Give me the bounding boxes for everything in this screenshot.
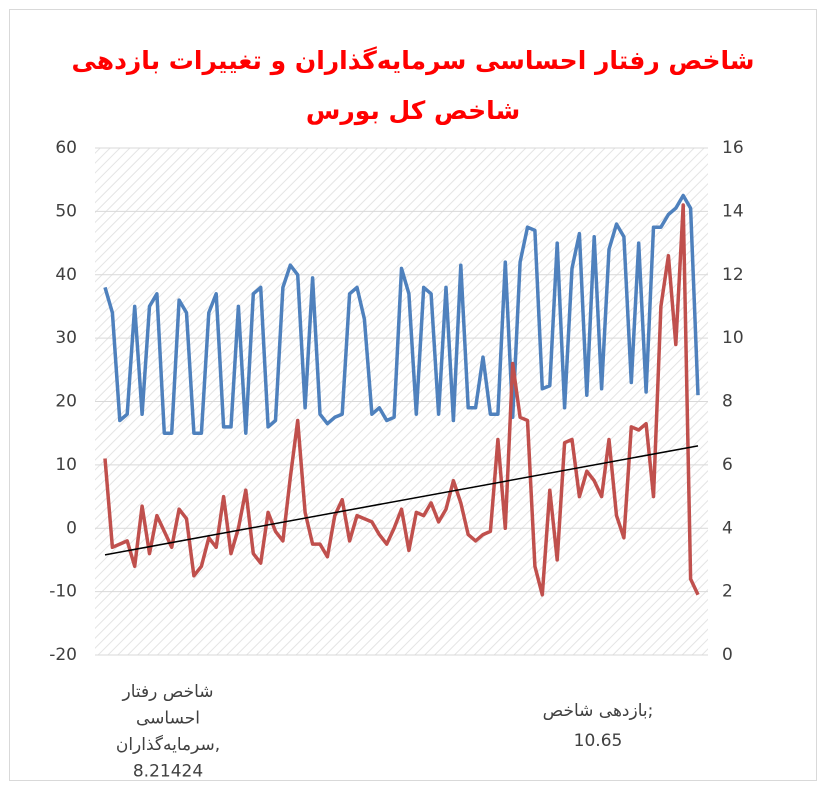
y2-tick-label: 10 xyxy=(722,328,744,348)
annotation: بازدهی شاخص; xyxy=(543,701,654,721)
trend-line xyxy=(104,445,699,556)
y2-tick-label: 0 xyxy=(722,645,733,665)
y-tick-label: 40 xyxy=(55,265,77,285)
annotation: سرمایه‌گذاران, xyxy=(116,734,220,755)
y-tick-label: 10 xyxy=(55,455,77,475)
chart-title: شاخص کل بورس xyxy=(306,96,520,126)
y2-tick-label: 4 xyxy=(722,518,733,538)
y-tick-label: -10 xyxy=(49,582,77,602)
annotation: 10.65 xyxy=(574,731,623,751)
y-tick-label: 60 xyxy=(55,138,77,158)
y2-tick-label: 8 xyxy=(722,392,733,412)
y2-tick-label: 6 xyxy=(722,455,733,475)
y2-tick-label: 12 xyxy=(722,265,744,285)
y-tick-label: 50 xyxy=(55,201,77,221)
y-tick-label: 0 xyxy=(66,518,77,538)
y2-tick-label: 16 xyxy=(722,138,744,158)
y2-tick-label: 2 xyxy=(722,582,733,602)
chart-title: شاخص رفتار احساسی سرمایه‌گذاران و تغییرا… xyxy=(71,46,754,76)
series-line xyxy=(103,203,700,597)
y-tick-label: -20 xyxy=(49,645,77,665)
annotation: شاخص رفتار xyxy=(121,682,213,702)
y-tick-label: 20 xyxy=(55,392,77,412)
annotation: 8.21424 xyxy=(133,762,203,782)
series-line xyxy=(103,193,700,435)
y-tick-label: 30 xyxy=(55,328,77,348)
y2-tick-label: 14 xyxy=(722,201,744,221)
annotation: احساسی xyxy=(136,709,200,729)
